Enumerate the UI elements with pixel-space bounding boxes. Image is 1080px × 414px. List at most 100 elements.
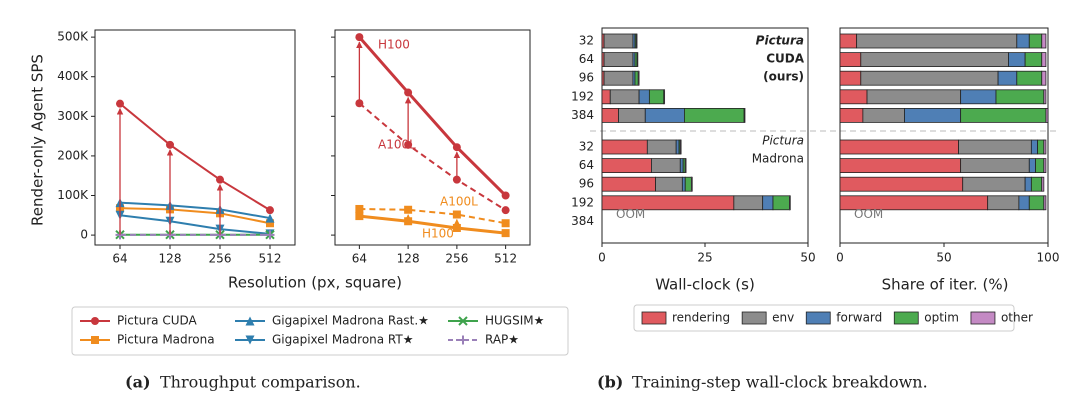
- x-tick-label: 256: [445, 252, 468, 266]
- bar-segment: [839, 70, 862, 86]
- bar-segment: [684, 176, 692, 192]
- x-tick-label: 25: [697, 251, 712, 265]
- caption: Throughput comparison.: [160, 373, 361, 392]
- legend-marker: [245, 335, 255, 345]
- bar-segment: [681, 176, 686, 192]
- bar-segment: [603, 33, 634, 49]
- legend-swatch: [641, 311, 667, 325]
- legend-swatch: [741, 311, 767, 325]
- legend-label: optim: [924, 311, 959, 325]
- bar-segment: [1043, 139, 1047, 155]
- legend-marker: [458, 335, 468, 345]
- legend-label: RAP★: [485, 333, 519, 347]
- x-tick-label: 50: [800, 251, 815, 265]
- y-tick-label: 0: [80, 228, 88, 242]
- y-tick-label: 96: [579, 177, 594, 191]
- bar-segment: [839, 108, 864, 123]
- bar-segment: [603, 52, 634, 67]
- plot-frame: [94, 29, 296, 246]
- bar-segment: [1016, 70, 1043, 86]
- bar-segment: [1041, 176, 1045, 192]
- bar-segment: [638, 89, 650, 105]
- y-tick-label: 300K: [57, 109, 89, 123]
- oom-label: OOM: [854, 207, 883, 221]
- data-point: [404, 205, 413, 214]
- bar-segment: [618, 108, 646, 123]
- data-point: [166, 140, 174, 149]
- y-tick-label: 384: [571, 214, 594, 228]
- bar-segment: [839, 139, 959, 155]
- bar-segment: [866, 89, 962, 105]
- bar-segment: [862, 108, 905, 123]
- legend-box: [633, 304, 1015, 332]
- bar-segment: [860, 70, 999, 86]
- bar-segment: [1043, 195, 1047, 211]
- y-tick-label: 64: [579, 158, 594, 172]
- bar-segment: [634, 70, 639, 86]
- bar-segment: [1008, 52, 1026, 67]
- x-tick-label: 128: [159, 252, 182, 266]
- bar-segment: [648, 89, 665, 105]
- data-point: [501, 191, 510, 200]
- bar-segment: [684, 158, 687, 174]
- y-tick-label: 100K: [57, 188, 89, 202]
- legend-swatch: [805, 311, 831, 325]
- bar-segment: [636, 52, 639, 67]
- bar-segment: [646, 139, 677, 155]
- data-point: [452, 210, 461, 219]
- bar-segment: [960, 89, 997, 105]
- y-axis-label: Render-only Agent SPS: [29, 54, 47, 226]
- bar-segment: [995, 89, 1045, 105]
- bar-segment: [904, 108, 962, 123]
- bar-segment: [1045, 108, 1049, 123]
- bar-segment: [655, 176, 683, 192]
- bar-segment: [684, 108, 745, 123]
- x-tick-label: 64: [352, 252, 367, 266]
- bar-segment: [839, 176, 964, 192]
- bar-segment: [960, 108, 1047, 123]
- bar-segment: [1041, 52, 1047, 67]
- bar-segment: [601, 108, 619, 123]
- legend-label: forward: [836, 311, 882, 325]
- bar-segment: [856, 33, 1018, 49]
- y-tick-label: 192: [571, 89, 594, 103]
- legend-marker: [458, 316, 468, 326]
- bar-segment: [1016, 33, 1030, 49]
- data-point: [501, 219, 510, 228]
- legend-label: other: [1001, 311, 1033, 325]
- group-label: Madrona: [752, 152, 804, 166]
- bar-segment: [601, 139, 648, 155]
- x-tick-label: 256: [209, 252, 232, 266]
- series-line: [119, 214, 271, 235]
- x-axis-label: Share of iter. (%): [882, 276, 1009, 294]
- series-line: [119, 207, 271, 225]
- legend-label: Gigapixel Madrona Rast.★: [272, 314, 429, 328]
- series-line: [358, 102, 507, 212]
- x-axis-label: Wall-clock (s): [655, 276, 755, 294]
- legend-swatch: [893, 311, 919, 325]
- bar-segment: [637, 70, 640, 86]
- caption-label: (b): [597, 373, 623, 392]
- bar-segment: [1030, 139, 1038, 155]
- bar-segment: [1028, 158, 1036, 174]
- bar-segment: [679, 139, 682, 155]
- bar-segment: [987, 195, 1020, 211]
- legend-label: HUGSIM★: [485, 314, 544, 328]
- series-annotation: H100: [378, 38, 410, 52]
- data-point: [265, 230, 275, 240]
- x-tick-label: 512: [494, 252, 517, 266]
- data-point: [355, 33, 364, 42]
- bar-segment: [839, 52, 862, 67]
- series-line: [358, 36, 507, 197]
- x-tick-label: 128: [397, 252, 420, 266]
- bar-segment: [762, 195, 774, 211]
- data-point: [452, 143, 461, 152]
- legend-label: Pictura CUDA: [117, 314, 198, 328]
- y-tick-label: 64: [579, 52, 594, 66]
- y-tick-label: 32: [579, 140, 594, 154]
- series-line: [359, 214, 506, 235]
- bar-segment: [958, 139, 1032, 155]
- bar-segment: [644, 108, 685, 123]
- legend-marker: [91, 317, 99, 325]
